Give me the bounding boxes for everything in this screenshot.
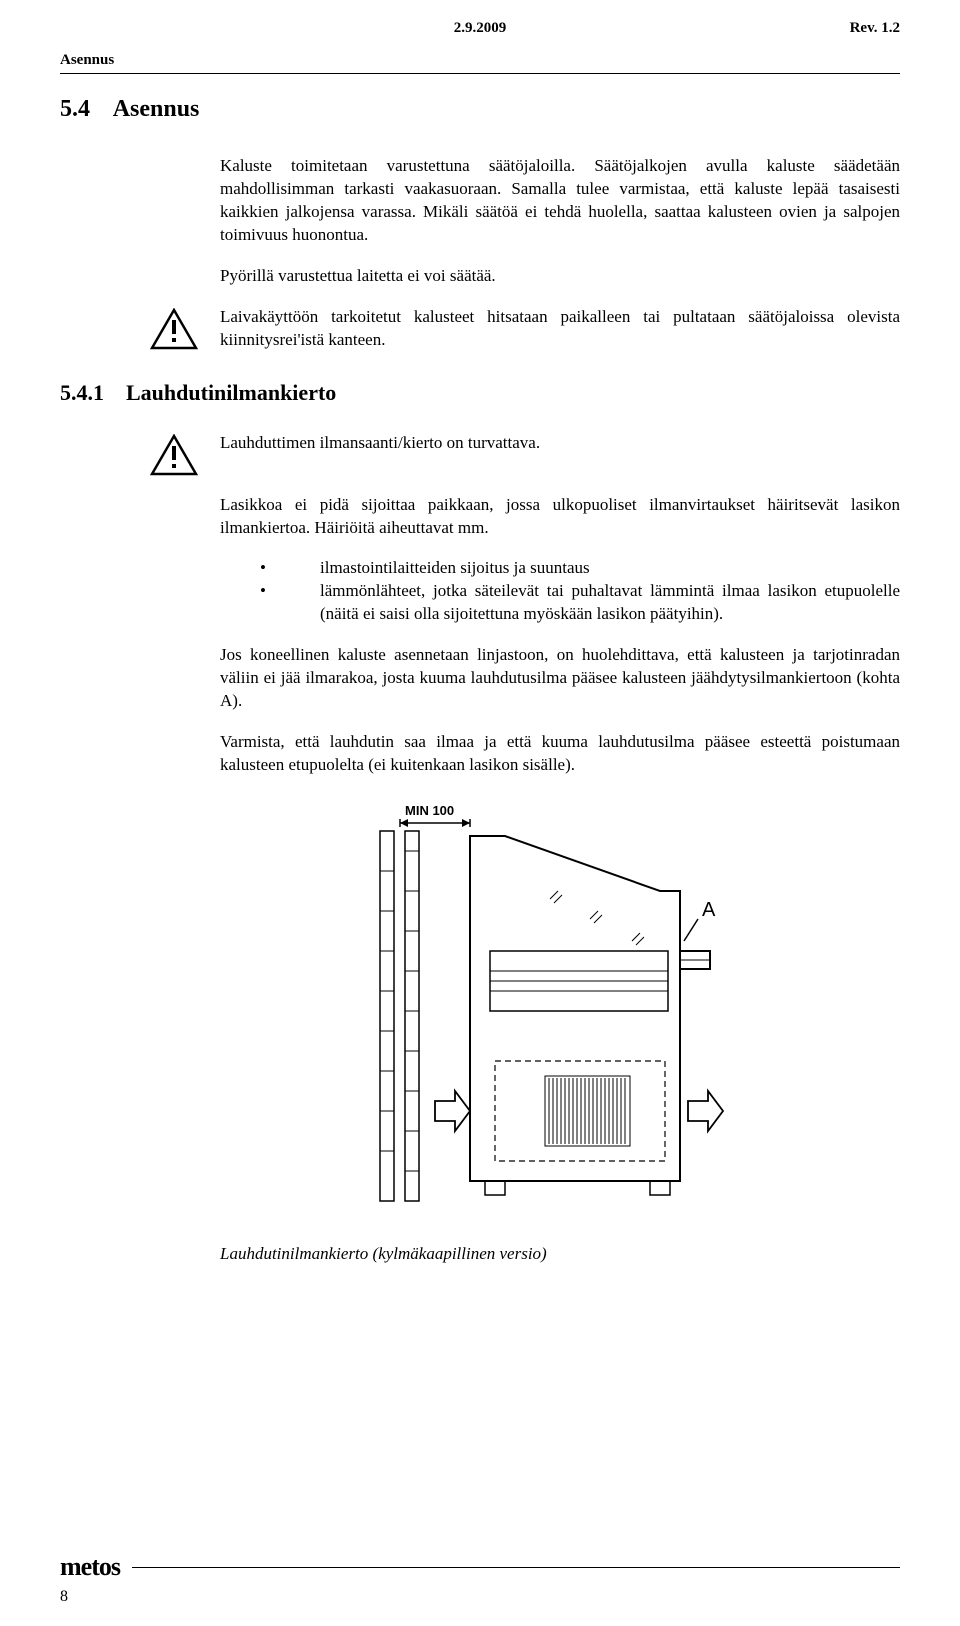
diagram: MIN 100 (220, 801, 900, 1226)
bullet-1: ilmastointilaitteiden sijoitus ja suunta… (260, 557, 900, 580)
heading-title: Lauhdutinilmankierto (126, 380, 336, 405)
wall (380, 831, 419, 1201)
intro-para-1: Kaluste toimitetaan varustettuna säätöja… (220, 155, 900, 247)
footer-rule (132, 1567, 900, 1568)
bullet-2: lämmönlähteet, jotka säteilevät tai puha… (260, 580, 900, 626)
header-revision: Rev. 1.2 (850, 20, 900, 37)
section-2-block: Lasikkoa ei pidä sijoittaa paikkaan, jos… (220, 494, 900, 1264)
brand-logo: metos (60, 1552, 120, 1582)
heading-5-4: 5.4 Asennus (60, 96, 900, 123)
section-2-p1: Lasikkoa ei pidä sijoittaa paikkaan, jos… (220, 494, 900, 540)
page-number: 8 (60, 1588, 900, 1606)
diagram-caption: Lauhdutinilmankierto (kylmäkaapillinen v… (220, 1244, 900, 1264)
warning-box-2: Lauhduttimen ilmansaanti/kierto on turva… (150, 432, 900, 476)
header-rule (60, 73, 900, 74)
warning-box-1: Laivakäyttöön tarkoitetut kalusteet hits… (150, 306, 900, 352)
intro-para-2: Pyörillä varustettua laitetta ei voi sää… (220, 265, 900, 288)
marker-a: A (702, 899, 716, 921)
page-footer: metos 8 (60, 1552, 900, 1606)
heading-number: 5.4.1 (60, 380, 104, 405)
bullet-list: ilmastointilaitteiden sijoitus ja suunta… (260, 557, 900, 626)
diagram-svg: MIN 100 (350, 801, 770, 1221)
heading-title: Asennus (113, 96, 200, 122)
warning-text-2: Lauhduttimen ilmansaanti/kierto on turva… (220, 432, 900, 455)
heading-number: 5.4 (60, 96, 90, 122)
section-2-p3: Varmista, että lauhdutin saa ilmaa ja et… (220, 731, 900, 777)
header-section: Asennus (60, 52, 900, 69)
header-date: 2.9.2009 (454, 20, 507, 37)
cabinet (470, 836, 710, 1181)
warning-icon (150, 434, 200, 476)
page-header: 2.9.2009 Rev. 1.2 (60, 20, 900, 48)
heading-5-4-1: 5.4.1 Lauhdutinilmankierto (60, 380, 900, 406)
min-100-label: MIN 100 (405, 803, 454, 818)
intro-block: Kaluste toimitetaan varustettuna säätöja… (220, 155, 900, 288)
warning-icon (150, 308, 200, 350)
warning-text-1: Laivakäyttöön tarkoitetut kalusteet hits… (220, 306, 900, 352)
section-2-p2: Jos koneellinen kaluste asennetaan linja… (220, 644, 900, 713)
